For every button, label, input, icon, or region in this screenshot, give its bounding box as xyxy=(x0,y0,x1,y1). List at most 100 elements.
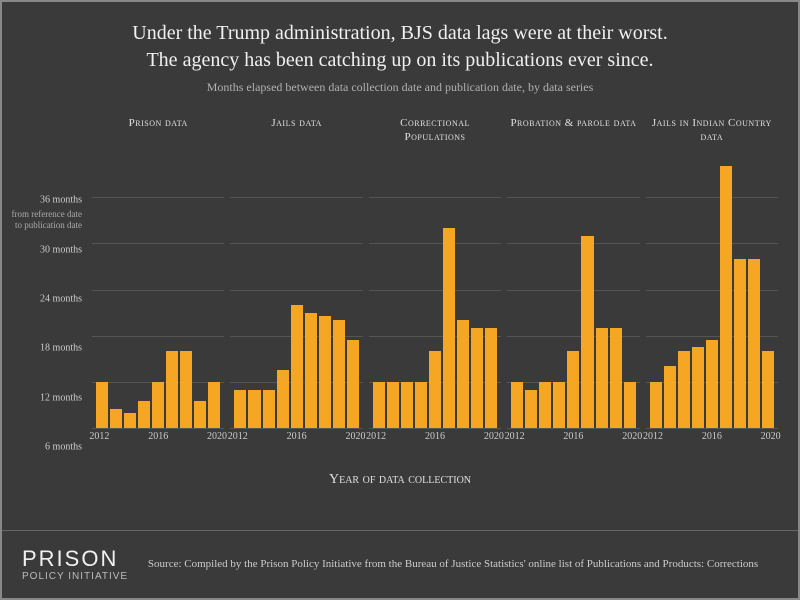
panel: Jails data 2012 2016 2020 xyxy=(230,117,362,447)
x-ticks: 2012 2016 2020 xyxy=(369,431,501,447)
x-tick: 2020 xyxy=(622,431,642,442)
bar xyxy=(401,382,413,428)
x-tick: 2016 xyxy=(425,431,445,442)
bar xyxy=(511,382,523,428)
bars xyxy=(373,151,497,428)
y-sublabel: from reference dateto publication date xyxy=(12,209,82,231)
bar xyxy=(553,382,565,428)
plot-area xyxy=(369,151,501,429)
x-ticks: 2012 2016 2020 xyxy=(646,431,778,447)
panel: Prison data 2012 2016 2020 xyxy=(92,117,224,447)
bar xyxy=(291,305,303,428)
bar xyxy=(333,320,345,428)
panel-title: Probation & parole data xyxy=(507,117,639,151)
y-tick: 24 months xyxy=(40,294,82,305)
grid-line xyxy=(92,428,224,429)
logo-bottom: POLICY INITIATIVE xyxy=(22,572,128,582)
x-tick: 2016 xyxy=(148,431,168,442)
bar xyxy=(457,320,469,428)
panels-row: Prison data201220162020Jails data2012201… xyxy=(92,117,778,447)
bar xyxy=(734,259,746,428)
grid-line xyxy=(507,428,639,429)
bar xyxy=(762,351,774,428)
bar xyxy=(485,328,497,428)
bar xyxy=(415,382,427,428)
bar xyxy=(429,351,441,428)
bar xyxy=(277,370,289,428)
panel-title: Jails data xyxy=(230,117,362,151)
x-tick: 2012 xyxy=(505,431,525,442)
bars xyxy=(511,151,635,428)
bar xyxy=(596,328,608,428)
bar xyxy=(581,236,593,428)
x-ticks: 2012 2016 2020 xyxy=(507,431,639,447)
bars xyxy=(96,151,220,428)
x-tick: 2012 xyxy=(366,431,386,442)
bar xyxy=(96,382,108,428)
x-ticks: 2012 2016 2020 xyxy=(92,431,224,447)
x-tick: 2016 xyxy=(702,431,722,442)
bars xyxy=(234,151,358,428)
bar xyxy=(539,382,551,428)
x-tick: 2012 xyxy=(643,431,663,442)
bar xyxy=(319,316,331,428)
bar xyxy=(194,401,206,428)
bars xyxy=(650,151,774,428)
x-tick: 2016 xyxy=(287,431,307,442)
x-tick: 2020 xyxy=(345,431,365,442)
plot-area xyxy=(507,151,639,429)
bar xyxy=(166,351,178,428)
panel-title: Correctional Populations xyxy=(369,117,501,151)
plot-area xyxy=(92,151,224,429)
y-tick: 36 months xyxy=(40,195,82,206)
bar xyxy=(180,351,192,428)
bar xyxy=(650,382,662,428)
x-tick: 2020 xyxy=(761,431,781,442)
source-text: Source: Compiled by the Prison Policy In… xyxy=(128,557,778,572)
logo: PRISON POLICY INITIATIVE xyxy=(22,548,128,582)
y-tick: 6 months xyxy=(45,442,82,453)
chart-subtitle: Months elapsed between data collection d… xyxy=(2,80,798,105)
panel-title: Prison data xyxy=(92,117,224,151)
bar xyxy=(748,259,760,428)
bar xyxy=(664,366,676,428)
bar xyxy=(624,382,636,428)
plot-area xyxy=(230,151,362,429)
bar xyxy=(610,328,622,428)
y-axis: 6 months12 months18 months24 months30 mo… xyxy=(2,151,88,447)
bar xyxy=(471,328,483,428)
y-tick: 18 months xyxy=(40,343,82,354)
bar xyxy=(678,351,690,428)
panel-title: Jails in Indian Country data xyxy=(646,117,778,151)
bar xyxy=(152,382,164,428)
x-tick: 2012 xyxy=(228,431,248,442)
bar xyxy=(720,166,732,428)
bar xyxy=(110,409,122,428)
bar xyxy=(208,382,220,428)
x-ticks: 2012 2016 2020 xyxy=(230,431,362,447)
bar xyxy=(263,390,275,428)
grid-line xyxy=(646,428,778,429)
bar xyxy=(373,382,385,428)
grid-line xyxy=(369,428,501,429)
bar xyxy=(567,351,579,428)
panel: Probation & parole data 2012 2016 2020 xyxy=(507,117,639,447)
bar xyxy=(387,382,399,428)
bar xyxy=(525,390,537,428)
bar xyxy=(248,390,260,428)
y-tick: 12 months xyxy=(40,392,82,403)
x-tick: 2012 xyxy=(89,431,109,442)
bar xyxy=(138,401,150,428)
x-tick: 2020 xyxy=(207,431,227,442)
x-axis-label: Year of data collection xyxy=(2,472,798,488)
panel: Jails in Indian Country data 2012 2016 2020 xyxy=(646,117,778,447)
footer: PRISON POLICY INITIATIVE Source: Compile… xyxy=(2,530,798,598)
bar xyxy=(347,340,359,428)
x-tick: 2016 xyxy=(563,431,583,442)
panel: Correctional Populations 2012 2016 2020 xyxy=(369,117,501,447)
x-tick: 2020 xyxy=(484,431,504,442)
logo-top: PRISON xyxy=(22,548,128,570)
bar xyxy=(234,390,246,428)
bar xyxy=(305,313,317,428)
grid-line xyxy=(230,428,362,429)
